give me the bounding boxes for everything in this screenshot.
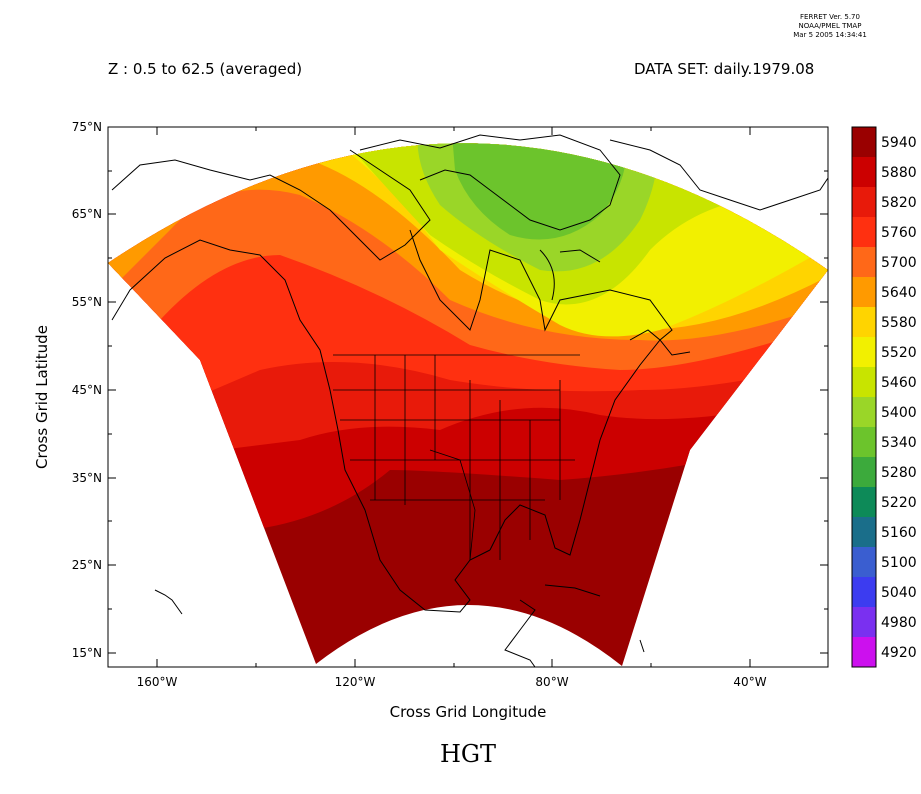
colorbar-swatch bbox=[852, 307, 876, 338]
ferret-date: Mar 5 2005 14:34:41 bbox=[793, 31, 867, 39]
colorbar-swatch bbox=[852, 577, 876, 608]
colorbar-swatch bbox=[852, 517, 876, 548]
ferret-version: FERRET Ver. 5.70 bbox=[800, 13, 860, 21]
colorbar-swatch bbox=[852, 247, 876, 278]
colorbar-swatch bbox=[852, 457, 876, 488]
x-axis-label: Cross Grid Longitude bbox=[390, 703, 547, 721]
colorbar-level-label: 5700 bbox=[881, 255, 917, 271]
y-tick-label: 15°N bbox=[72, 646, 102, 660]
colorbar-swatch bbox=[852, 337, 876, 368]
colorbar-level-label: 5100 bbox=[881, 555, 917, 571]
y-tick-label: 45°N bbox=[72, 383, 102, 397]
plot-frame bbox=[107, 126, 829, 668]
y-tick-label: 55°N bbox=[72, 295, 102, 309]
coastlines bbox=[111, 134, 828, 667]
colorbar-swatch bbox=[852, 367, 876, 398]
dataset-label: DATA SET: daily.1979.08 bbox=[634, 60, 814, 78]
colorbar-swatch bbox=[852, 427, 876, 458]
y-tick-label: 25°N bbox=[72, 558, 102, 572]
plot-title: HGT bbox=[440, 740, 496, 768]
ferret-org: NOAA/PMEL TMAP bbox=[799, 22, 862, 30]
colorbar-swatch bbox=[852, 277, 876, 308]
y-tick-label: 65°N bbox=[72, 207, 102, 221]
x-tick-label: 80°W bbox=[535, 675, 568, 689]
colorbar: 5940 5880 5820 5760 5700 5640 5580 5520 5460 5400… bbox=[852, 127, 917, 668]
colorbar-level-label: 5280 bbox=[881, 465, 917, 481]
x-tick-label: 120°W bbox=[335, 675, 376, 689]
x-tick-label: 40°W bbox=[733, 675, 766, 689]
colorbar-level-label: 5040 bbox=[881, 585, 917, 601]
state-borders bbox=[333, 354, 580, 561]
colorbar-level-label: 5400 bbox=[881, 405, 917, 421]
colorbar-level-label: 5340 bbox=[881, 435, 917, 451]
colorbar-level-label: 5160 bbox=[881, 525, 917, 541]
z-range-label: Z : 0.5 to 62.5 (averaged) bbox=[108, 60, 302, 78]
colorbar-level-label: 5520 bbox=[881, 345, 917, 361]
colorbar-level-label: 5940 bbox=[881, 135, 917, 151]
colorbar-swatch bbox=[852, 127, 876, 158]
colorbar-swatch bbox=[852, 487, 876, 518]
colorbar-level-label: 4980 bbox=[881, 615, 917, 631]
colorbar-swatch bbox=[852, 187, 876, 218]
colorbar-level-label: 5760 bbox=[881, 225, 917, 241]
colorbar-level-label: 5580 bbox=[881, 315, 917, 331]
colorbar-swatch bbox=[852, 637, 876, 668]
colorbar-level-label: 5220 bbox=[881, 495, 917, 511]
colorbar-level-label: 5880 bbox=[881, 165, 917, 181]
colorbar-swatch bbox=[852, 397, 876, 428]
y-axis-label: Cross Grid Latitude bbox=[33, 325, 51, 469]
colorbar-level-label: 5460 bbox=[881, 375, 917, 391]
colorbar-swatch bbox=[852, 607, 876, 638]
colorbar-level-label: 5640 bbox=[881, 285, 917, 301]
x-tick-label: 160°W bbox=[137, 675, 178, 689]
colorbar-frame bbox=[851, 126, 877, 668]
colorbar-swatch bbox=[852, 217, 876, 248]
colorbar-level-label: 5820 bbox=[881, 195, 917, 211]
y-ticks bbox=[108, 126, 828, 654]
colorbar-swatch bbox=[852, 547, 876, 578]
y-tick-label: 35°N bbox=[72, 471, 102, 485]
x-ticks bbox=[156, 127, 751, 667]
colorbar-swatch bbox=[852, 157, 876, 188]
y-tick-label: 75°N bbox=[72, 120, 102, 134]
colorbar-level-label: 4920 bbox=[881, 645, 917, 661]
